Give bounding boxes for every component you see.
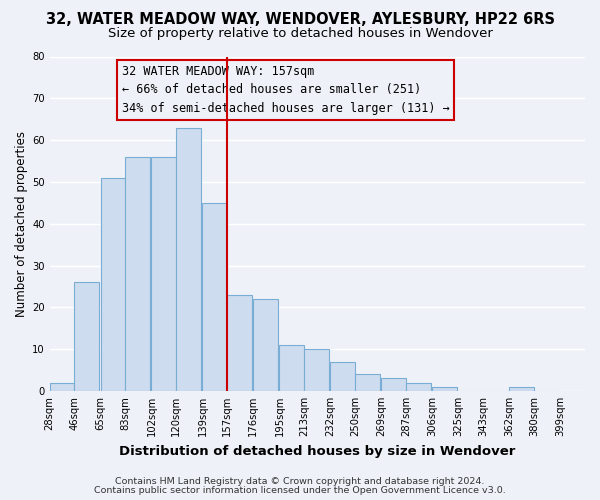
Bar xyxy=(101,178,125,391)
Bar xyxy=(74,282,99,391)
Bar xyxy=(253,299,278,391)
Text: Contains public sector information licensed under the Open Government Licence v3: Contains public sector information licen… xyxy=(94,486,506,495)
Bar xyxy=(304,349,329,391)
Text: 32, WATER MEADOW WAY, WENDOVER, AYLESBURY, HP22 6RS: 32, WATER MEADOW WAY, WENDOVER, AYLESBUR… xyxy=(46,12,554,28)
Bar xyxy=(280,345,304,391)
Bar xyxy=(382,378,406,391)
Text: 32 WATER MEADOW WAY: 157sqm
← 66% of detached houses are smaller (251)
34% of se: 32 WATER MEADOW WAY: 157sqm ← 66% of det… xyxy=(122,65,449,115)
X-axis label: Distribution of detached houses by size in Wendover: Distribution of detached houses by size … xyxy=(119,444,515,458)
Bar xyxy=(50,382,74,391)
Text: Size of property relative to detached houses in Wendover: Size of property relative to detached ho… xyxy=(107,28,493,40)
Text: Contains HM Land Registry data © Crown copyright and database right 2024.: Contains HM Land Registry data © Crown c… xyxy=(115,477,485,486)
Bar xyxy=(151,157,176,391)
Bar xyxy=(176,128,201,391)
Bar xyxy=(202,203,227,391)
Bar xyxy=(355,374,380,391)
Bar xyxy=(331,362,355,391)
Bar xyxy=(227,295,252,391)
Y-axis label: Number of detached properties: Number of detached properties xyxy=(15,130,28,316)
Bar xyxy=(406,382,431,391)
Bar xyxy=(432,387,457,391)
Bar xyxy=(125,157,150,391)
Bar xyxy=(509,387,534,391)
